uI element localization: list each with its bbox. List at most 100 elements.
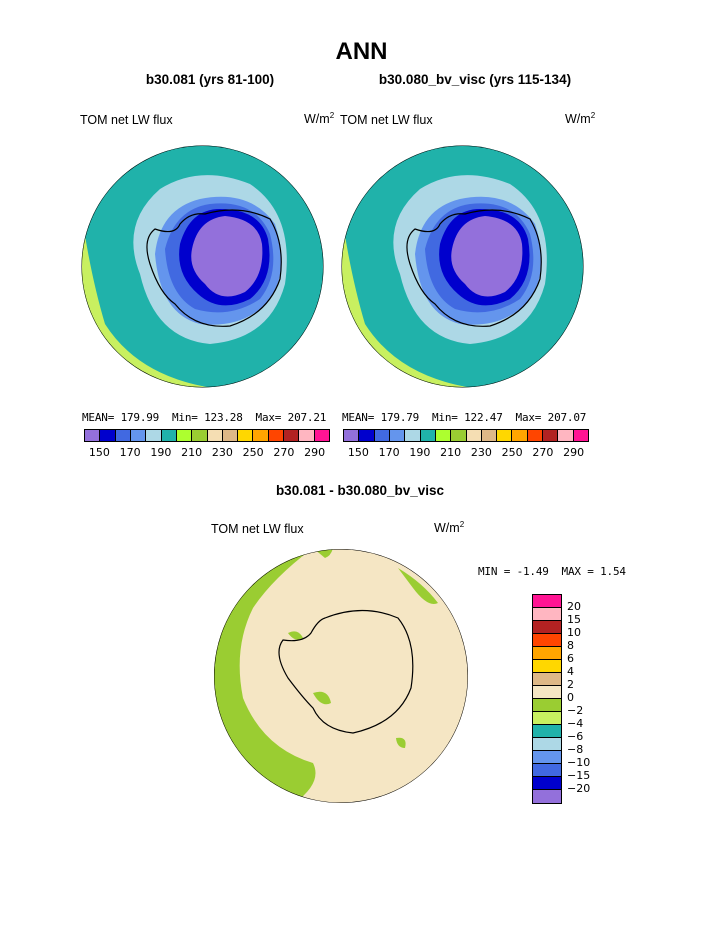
diff-colorbar-label: 6 xyxy=(567,652,574,665)
panel-1-colorbar xyxy=(84,429,330,442)
colorbar-tick-label: 230 xyxy=(470,446,492,459)
panel-2-stats: MEAN= 179.79 Min= 122.47 Max= 207.07 xyxy=(342,411,587,424)
colorbar-swatch xyxy=(130,430,147,441)
diff-colorbar-swatch xyxy=(533,764,561,777)
diff-colorbar-label: −15 xyxy=(567,769,591,782)
colorbar-swatch xyxy=(222,430,239,441)
diff-colorbar-swatch xyxy=(533,621,561,634)
diff-polar-map xyxy=(214,549,468,803)
colorbar-swatch xyxy=(420,430,436,441)
diff-colorbar-label: −8 xyxy=(567,743,584,756)
colorbar-swatch xyxy=(176,430,193,441)
colorbar-swatch xyxy=(268,430,285,441)
colorbar-swatch xyxy=(115,430,131,441)
colorbar-swatch xyxy=(435,430,452,441)
colorbar-tick-label: 290 xyxy=(304,446,326,459)
diff-colorbar-label: 20 xyxy=(567,600,581,613)
colorbar-tick-label: 170 xyxy=(378,446,400,459)
diff-colorbar-label: 4 xyxy=(567,665,574,678)
diff-colorbar-labels: 20 15 10 8 6 4 2 0 −2 −4 −6 −8 −10 −15 −20 xyxy=(567,600,607,795)
diff-colorbar-label: 2 xyxy=(567,678,574,691)
figure-title: ANN xyxy=(335,38,388,65)
colorbar-tick-label: 290 xyxy=(563,446,585,459)
colorbar-swatch xyxy=(299,430,315,441)
colorbar-swatch xyxy=(558,430,574,441)
diff-colorbar-swatch xyxy=(533,673,561,686)
diff-colorbar-swatch xyxy=(533,712,561,725)
colorbar-swatch xyxy=(451,430,467,441)
colorbar-tick-label: 250 xyxy=(501,446,523,459)
diff-units: W/m2 xyxy=(434,520,465,536)
panel-1-units: W/m2 xyxy=(304,111,335,127)
colorbar-swatch xyxy=(512,430,528,441)
colorbar-swatch xyxy=(344,430,360,441)
colorbar-tick-label: 230 xyxy=(211,446,233,459)
colorbar-tick-label: 270 xyxy=(532,446,554,459)
diff-colorbar-label: 8 xyxy=(567,639,574,652)
panel-1-stats: MEAN= 179.99 Min= 123.28 Max= 207.21 xyxy=(82,411,327,424)
diff-colorbar-swatch xyxy=(533,790,561,803)
panel-1-colorbar-ticks: 150 170 190 210 230 250 270 290 xyxy=(84,446,330,459)
diff-colorbar-label: 15 xyxy=(567,613,581,626)
colorbar-tick-label: 250 xyxy=(242,446,264,459)
diff-colorbar-swatch xyxy=(533,608,561,621)
diff-colorbar-swatch xyxy=(533,660,561,673)
colorbar-tick-label: 150 xyxy=(88,446,110,459)
diff-colorbar-swatch xyxy=(533,634,561,647)
colorbar-swatch xyxy=(527,430,544,441)
colorbar-swatch xyxy=(238,430,254,441)
diff-colorbar-swatch xyxy=(533,647,561,660)
colorbar-swatch xyxy=(146,430,162,441)
diff-field-label: TOM net LW flux xyxy=(211,522,304,536)
diff-colorbar-swatch xyxy=(533,686,561,699)
colorbar-swatch xyxy=(161,430,177,441)
colorbar-swatch xyxy=(314,430,329,441)
diff-colorbar-swatch xyxy=(533,595,561,608)
colorbar-swatch xyxy=(85,430,101,441)
colorbar-swatch xyxy=(207,430,223,441)
colorbar-swatch xyxy=(573,430,588,441)
panel-2-colorbar xyxy=(343,429,589,442)
panel-2-colorbar-ticks: 150 170 190 210 230 250 270 290 xyxy=(343,446,589,459)
panel-1-field-label: TOM net LW flux xyxy=(80,113,173,127)
colorbar-swatch xyxy=(359,430,375,441)
colorbar-tick-label: 190 xyxy=(150,446,172,459)
diff-colorbar-swatch xyxy=(533,738,561,751)
colorbar-swatch xyxy=(374,430,390,441)
diff-colorbar-label: 10 xyxy=(567,626,581,639)
diff-colorbar-swatch xyxy=(533,699,561,712)
colorbar-swatch xyxy=(405,430,421,441)
colorbar-tick-label: 210 xyxy=(181,446,203,459)
colorbar-tick-label: 270 xyxy=(273,446,295,459)
diff-colorbar-label: −6 xyxy=(567,730,584,743)
colorbar-tick-label: 210 xyxy=(440,446,462,459)
panel-2-subtitle: b30.080_bv_visc (yrs 115-134) xyxy=(378,72,572,87)
diff-colorbar-label: 0 xyxy=(567,691,574,704)
colorbar-tick-label: 150 xyxy=(347,446,369,459)
colorbar-swatch xyxy=(466,430,482,441)
colorbar-swatch xyxy=(284,430,300,441)
colorbar-swatch xyxy=(192,430,208,441)
diff-colorbar-label: −20 xyxy=(567,782,591,795)
panel-1-polar-map xyxy=(81,145,324,388)
colorbar-tick-label: 170 xyxy=(119,446,141,459)
colorbar-swatch xyxy=(100,430,116,441)
colorbar-swatch xyxy=(389,430,406,441)
colorbar-swatch xyxy=(497,430,513,441)
diff-colorbar-swatch xyxy=(533,751,561,764)
diff-colorbar-swatch xyxy=(533,777,561,790)
diff-colorbar-label: −4 xyxy=(567,717,584,730)
panel-2-polar-map xyxy=(341,145,584,388)
colorbar-swatch xyxy=(481,430,498,441)
colorbar-swatch xyxy=(253,430,269,441)
panel-2-units: W/m2 xyxy=(565,111,596,127)
panel-1-subtitle: b30.081 (yrs 81-100) xyxy=(145,72,275,87)
diff-stats: MIN = -1.49 MAX = 1.54 xyxy=(478,565,626,578)
diff-colorbar-label: −10 xyxy=(567,756,591,769)
colorbar-tick-label: 190 xyxy=(409,446,431,459)
diff-colorbar-swatch xyxy=(533,725,561,738)
diff-subtitle: b30.081 - b30.080_bv_visc xyxy=(275,483,445,498)
colorbar-swatch xyxy=(543,430,559,441)
diff-colorbar xyxy=(532,594,562,804)
diff-colorbar-label: −2 xyxy=(567,704,584,717)
